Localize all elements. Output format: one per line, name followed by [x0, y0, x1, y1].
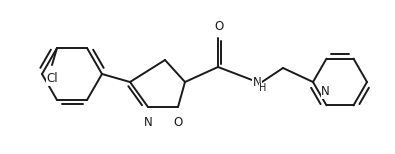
Text: H: H: [259, 83, 266, 93]
Text: N: N: [321, 85, 330, 98]
Text: N: N: [253, 75, 262, 89]
Text: O: O: [214, 20, 224, 33]
Text: N: N: [144, 116, 152, 129]
Text: O: O: [173, 116, 182, 129]
Text: Cl: Cl: [46, 72, 58, 85]
